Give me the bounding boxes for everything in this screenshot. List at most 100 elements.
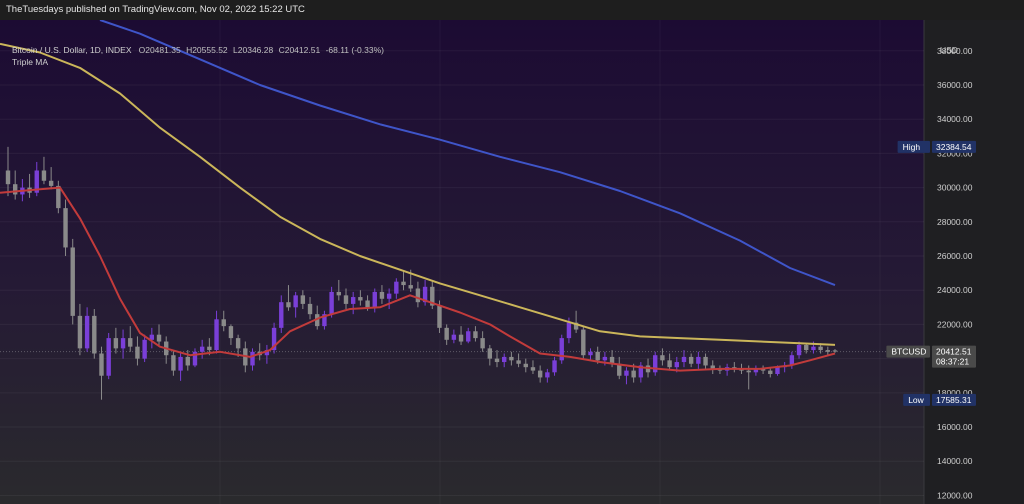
candle-body bbox=[142, 339, 147, 359]
candle-body bbox=[250, 351, 255, 366]
indicator-label[interactable]: Triple MA bbox=[12, 57, 49, 67]
candle-body bbox=[207, 346, 212, 351]
high-value: H20555.52 bbox=[186, 45, 228, 55]
candle-body bbox=[343, 295, 349, 304]
candle-body bbox=[156, 334, 162, 342]
candle-body bbox=[286, 302, 291, 308]
candle-body bbox=[271, 327, 277, 351]
candle-body bbox=[120, 338, 126, 349]
candle-body bbox=[595, 351, 600, 361]
low-marker-label: Low bbox=[908, 395, 924, 405]
candle-body bbox=[221, 319, 226, 327]
candle-body bbox=[602, 356, 608, 361]
candle-body bbox=[315, 314, 320, 327]
candle-body bbox=[451, 334, 457, 340]
candle-body bbox=[336, 291, 341, 296]
candle-body bbox=[789, 355, 795, 366]
candle-body bbox=[264, 350, 270, 356]
candle-body bbox=[660, 355, 665, 361]
candles-group bbox=[5, 146, 838, 400]
candle-body bbox=[609, 356, 615, 364]
candle-body bbox=[228, 326, 234, 339]
symbol-name: Bitcoin / U.S. Dollar, 1D, INDEX bbox=[12, 45, 132, 55]
candle-body bbox=[545, 372, 550, 378]
grid-lines bbox=[0, 20, 924, 504]
candle-body bbox=[199, 346, 205, 352]
candle-body bbox=[358, 297, 363, 301]
y-tick-label: 22000.00 bbox=[937, 319, 973, 329]
high-marker-label-bg bbox=[897, 140, 930, 153]
candle-body bbox=[185, 356, 190, 366]
y-tick-label: 36000.00 bbox=[937, 80, 973, 90]
ohlc-legend: Bitcoin / U.S. Dollar, 1D, INDEX O20481.… bbox=[12, 45, 384, 55]
candle-body bbox=[56, 185, 61, 209]
high-marker-value-bg bbox=[932, 140, 976, 153]
candle-body bbox=[581, 329, 586, 356]
candle-body bbox=[279, 302, 284, 328]
y-tick-label: 38000.00 bbox=[937, 46, 973, 56]
candle-body bbox=[804, 344, 809, 351]
candle-body bbox=[796, 344, 802, 356]
y-tick-label: 18000.00 bbox=[937, 388, 973, 398]
candle-body bbox=[624, 370, 629, 376]
candle-body bbox=[753, 368, 759, 373]
candle-body bbox=[322, 314, 327, 327]
candle-body bbox=[688, 356, 694, 364]
candle-body bbox=[178, 356, 183, 371]
candle-body bbox=[746, 370, 751, 373]
candle-body bbox=[638, 365, 644, 378]
last-price-marker-value-bg bbox=[932, 345, 976, 368]
candle-body bbox=[444, 327, 449, 340]
publisher-text: TheTuesdays published on TradingView.com… bbox=[6, 4, 305, 15]
candle-body bbox=[48, 180, 54, 186]
low-marker-label-bg bbox=[903, 393, 930, 406]
last-price-marker-label: BTCUSD bbox=[891, 347, 926, 357]
price-chart[interactable]: 12000.0014000.0016000.0018000.0020000.00… bbox=[0, 20, 1024, 504]
candle-body bbox=[415, 288, 421, 303]
ma-fast-line bbox=[0, 186, 836, 372]
candle-body bbox=[566, 322, 572, 339]
candle-body bbox=[192, 351, 198, 366]
candle-body bbox=[509, 356, 514, 361]
candle-body bbox=[128, 338, 133, 347]
publisher-bar: TheTuesdays published on TradingView.com… bbox=[0, 0, 1024, 20]
y-tick-label: 16000.00 bbox=[937, 422, 973, 432]
last-price-marker-countdown: 08:37:21 bbox=[936, 357, 969, 367]
chart-area[interactable]: 12000.0014000.0016000.0018000.0020000.00… bbox=[0, 20, 1024, 504]
candle-body bbox=[70, 247, 75, 316]
candle-body bbox=[588, 351, 593, 356]
candle-body bbox=[422, 286, 428, 303]
candle-body bbox=[818, 346, 823, 351]
candle-body bbox=[516, 360, 521, 364]
last-price-marker-value: 20412.51 bbox=[936, 347, 972, 357]
low-value: L20346.28 bbox=[233, 45, 274, 55]
candle-body bbox=[653, 355, 658, 373]
candle-body bbox=[645, 365, 651, 373]
candle-body bbox=[365, 300, 370, 308]
candle-body bbox=[106, 338, 111, 376]
candle-body bbox=[696, 356, 701, 364]
high-marker-value: 32384.54 bbox=[936, 142, 972, 152]
ma-slow-line bbox=[99, 20, 836, 287]
candle-body bbox=[681, 356, 687, 363]
candle-body bbox=[84, 315, 90, 349]
candle-body bbox=[437, 305, 442, 328]
candle-body bbox=[12, 184, 18, 195]
candle-body bbox=[5, 170, 11, 185]
candle-body bbox=[307, 303, 313, 315]
candle-body bbox=[458, 334, 464, 342]
moving-averages bbox=[0, 20, 836, 372]
candle-body bbox=[77, 315, 83, 349]
candle-body bbox=[825, 350, 831, 352]
y-tick-label: 14000.00 bbox=[937, 456, 973, 466]
candle-body bbox=[552, 360, 557, 373]
candle-body bbox=[480, 338, 485, 349]
candle-body bbox=[350, 297, 356, 304]
y-tick-label: 30000.00 bbox=[937, 183, 973, 193]
y-tick-label: 12000.00 bbox=[937, 490, 973, 500]
candle-body bbox=[430, 286, 435, 306]
candle-body bbox=[768, 370, 773, 375]
candle-body bbox=[99, 353, 104, 376]
